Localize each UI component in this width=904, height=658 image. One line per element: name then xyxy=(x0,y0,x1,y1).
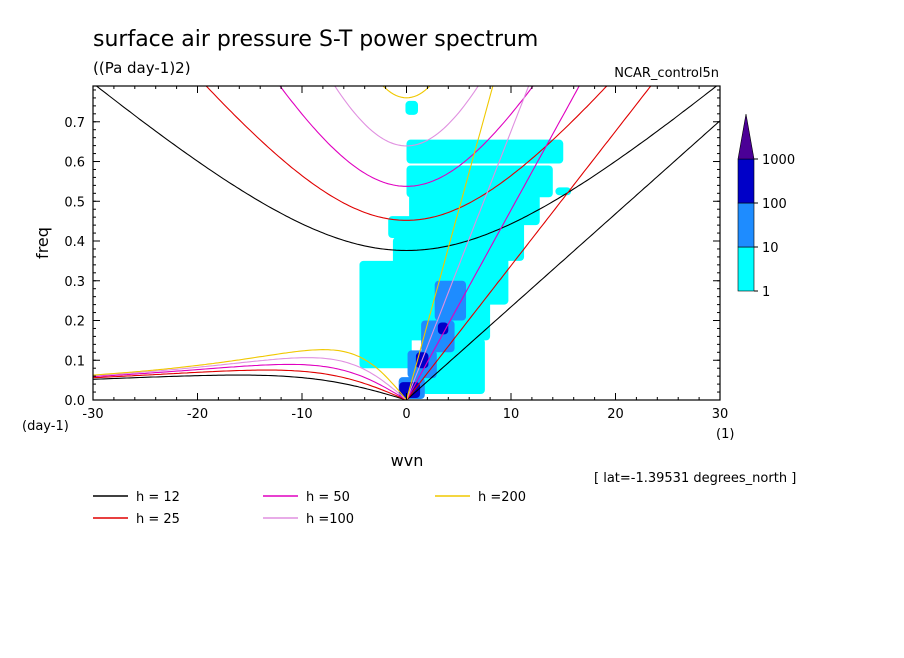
y-tick-label: 0.5 xyxy=(64,195,85,210)
x-tick-label: 30 xyxy=(712,407,729,422)
y-tick-label: 0.7 xyxy=(64,116,85,131)
curve-h50-kelvin xyxy=(406,86,580,400)
dispersion-curves xyxy=(93,86,720,400)
curve-h200-kelvin xyxy=(405,86,494,400)
y-tick-label: 0.1 xyxy=(64,354,85,369)
y-tick-label: 0.3 xyxy=(64,275,85,290)
y-tick-label: 0.0 xyxy=(64,394,85,409)
y-tick-label: 0.2 xyxy=(64,315,85,330)
heat-cell-7 xyxy=(409,193,540,226)
legend-label: h =200 xyxy=(478,490,526,505)
curve-h25-rossby xyxy=(93,369,407,400)
legend-label: h = 25 xyxy=(136,512,180,527)
curve-h50-rossby xyxy=(93,363,407,400)
x-axis-label: wvn xyxy=(391,451,424,470)
chart-title: surface air pressure S-T power spectrum xyxy=(93,27,538,52)
curve-h200-rossby xyxy=(93,349,407,400)
heat-cell-8 xyxy=(406,165,553,198)
colorbar-label: 100 xyxy=(762,197,787,212)
x-unit-label: (1) xyxy=(716,427,734,442)
curve-h12-kelvin xyxy=(406,120,720,400)
curve-h50-gravity xyxy=(279,86,534,187)
x-tick-label: 0 xyxy=(402,407,410,422)
heat-cell-18 xyxy=(437,322,449,335)
x-tick-label: -10 xyxy=(291,407,312,422)
curve-h25-gravity xyxy=(205,86,608,221)
curve-h100-kelvin xyxy=(405,86,530,400)
x-tick-label: 10 xyxy=(503,407,520,422)
heat-cell-9 xyxy=(406,139,564,164)
curve-h12-gravity xyxy=(95,86,718,252)
curve-h200-gravity xyxy=(382,86,431,99)
axes: -30 -20 -10 0 10 20 30 0.0 0.1 0.2 0.3 0.4 0.5 0.6 0.7 xyxy=(64,86,728,422)
heat-cell-2 xyxy=(405,100,418,115)
annotation: [ lat=-1.39531 degrees_north ] xyxy=(594,471,796,486)
heat-cell-6 xyxy=(403,221,525,261)
y-unit-label: (day-1) xyxy=(22,419,69,434)
colorbar-segment-1 xyxy=(737,202,755,248)
legend-label: h = 50 xyxy=(306,490,350,505)
x-tick-label: 20 xyxy=(607,407,624,422)
curve-h100-gravity xyxy=(334,86,479,147)
curve-h100-rossby xyxy=(93,357,407,400)
heat-cell-14 xyxy=(421,320,455,353)
y-tick-label: 0.6 xyxy=(64,156,85,171)
colorbar-segment-0 xyxy=(737,246,755,292)
heat-cell-15 xyxy=(434,280,467,321)
colorbar-arrow xyxy=(737,113,755,160)
heat-cell-11 xyxy=(359,260,412,369)
colorbar-label: 10 xyxy=(762,241,779,256)
x-tick-label: -30 xyxy=(82,407,103,422)
y-axis-label: freq xyxy=(33,227,52,259)
colorbar-label: 1000 xyxy=(762,153,795,168)
colorbar-segment-2 xyxy=(737,158,755,204)
legend-label: h = 12 xyxy=(136,490,180,505)
x-tick-label: -20 xyxy=(187,407,208,422)
source-label: NCAR_control5n xyxy=(614,66,719,81)
legend: h = 12 h = 25 h = 50 h =100 h =200 xyxy=(93,490,526,527)
legend-label: h =100 xyxy=(306,512,354,527)
colorbar: 1 10 100 1000 xyxy=(737,113,795,300)
curve-h12-rossby xyxy=(93,374,407,400)
y-tick-label: 0.4 xyxy=(64,235,85,250)
colorbar-label: 1 xyxy=(762,285,770,300)
curve-h25-kelvin xyxy=(406,86,652,400)
chart-subtitle: ((Pa day-1)2) xyxy=(93,59,191,77)
